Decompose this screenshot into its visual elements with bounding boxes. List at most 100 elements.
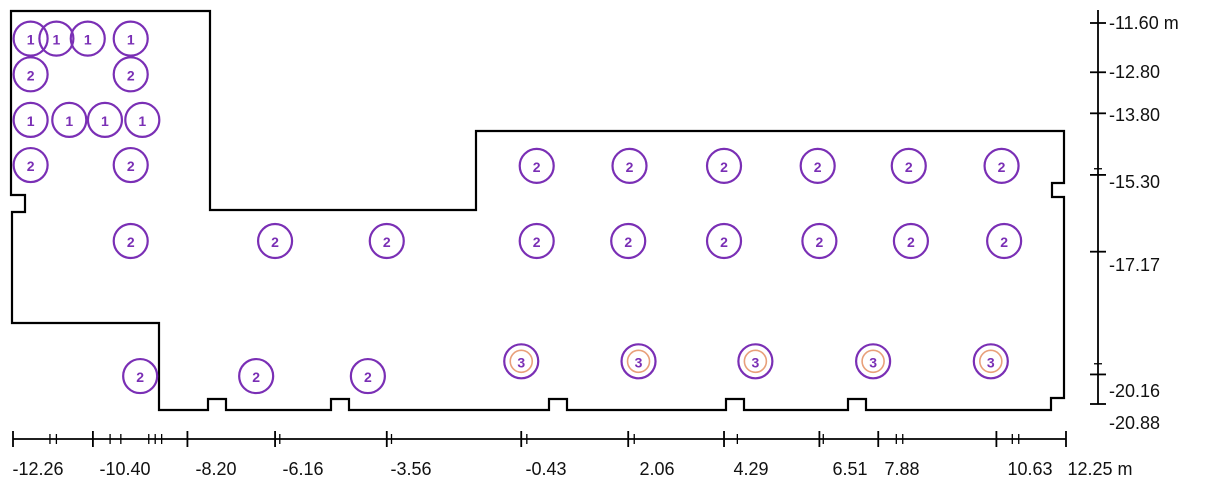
luminaire-label: 2 [127,158,135,174]
luminaire-layer: 1 1 1 1 2 2 1 1 1 1 2 2 2 2 2 2 2 2 2 2 2 2 2 2 2 2 2 3 3 3 3 3 2 2 2 [12,20,1023,395]
luminaire-label: 3 [869,354,877,370]
luminaire-label: 2 [624,234,632,250]
luminaire-label: 1 [84,32,92,48]
luminaire-ring [983,147,1020,184]
luminaire-ring [518,147,555,184]
luminaire-type-2: 2 [12,146,49,184]
luminaire-type-2: 2 [349,357,386,395]
luminaire-ring [801,222,838,260]
room-outline-path [9,9,1066,412]
luminaire-inner-ring [743,349,768,374]
luminaire-label: 2 [533,159,541,175]
luminaire-ring [51,101,88,138]
x-axis-tick-label: 10.63 [1007,459,1052,479]
luminaire-type-3: 3 [972,343,1009,380]
luminaire-type-2: 2 [610,222,647,260]
x-axis-tick-label: -12.26 [12,459,63,479]
y-axis-tick-label: -12.80 [1109,62,1160,82]
luminaire-type-1: 1 [69,20,106,57]
x-axis-tick-label: 12.25 m [1067,459,1132,479]
luminaire-inner-ring [861,349,885,374]
x-axis-tick-label: 4.29 [733,459,768,479]
luminaire-ring [86,101,124,138]
luminaire-label: 1 [65,113,73,129]
luminaire-label: 1 [138,113,146,129]
luminaire-type-2: 2 [799,147,836,184]
luminaire-ring [799,147,836,184]
y-axis-tick-label: -20.88 [1109,413,1160,433]
luminaire-type-2: 2 [112,56,149,93]
luminaire-ring [69,20,106,57]
luminaire-type-2: 2 [122,357,159,395]
luminaire-type-2: 2 [518,222,555,260]
y-axis: -11.60 m -12.80 -13.80 -15.30 -17.17 -20.16 -2… [1090,10,1179,433]
luminaire-ring [737,343,774,380]
luminaire-label: 2 [127,67,135,83]
luminaire-type-2: 2 [801,222,838,260]
luminaire-ring [12,20,49,57]
luminaire-type-1: 1 [112,20,149,57]
luminaire-type-2: 2 [986,222,1023,260]
luminaire-type-3: 3 [737,343,774,380]
luminaire-type-2: 2 [705,222,743,260]
luminaire-type-3: 3 [503,343,540,380]
luminaire-label: 2 [364,369,372,385]
luminaire-label: 3 [751,354,759,370]
luminaire-label: 2 [27,158,35,174]
luminaire-ring [986,222,1023,260]
y-axis-tick-label: -11.60 m [1109,13,1179,33]
x-axis-tick-label: -10.40 [99,459,150,479]
luminaire-ring [12,146,49,184]
luminaire-type-2: 2 [368,222,405,260]
luminaire-ring [112,20,149,57]
luminaire-ring [349,357,386,395]
luminaire-ring [610,222,647,260]
luminaire-ring [256,222,294,260]
luminaire-label: 2 [814,159,822,175]
luminaire-type-1: 1 [51,101,88,138]
luminaire-label: 2 [998,159,1006,175]
luminaire-type-2: 2 [705,147,743,184]
x-axis-tick-label: -0.43 [525,459,566,479]
x-axis-tick-label: 7.88 [884,459,919,479]
luminaire-type-2: 2 [890,147,927,184]
luminaire-label: 2 [383,234,391,250]
luminaire-ring [611,147,648,184]
luminaire-label: 3 [517,354,525,370]
luminaire-label: 1 [52,32,60,48]
luminaire-label: 1 [27,113,35,129]
luminaire-label: 3 [635,354,643,370]
luminaire-label: 1 [27,32,35,48]
luminaire-ring [38,20,75,57]
luminaire-type-1: 1 [38,20,75,57]
luminaire-label: 3 [987,354,995,370]
luminaire-type-2: 2 [256,222,294,260]
luminaire-label: 2 [136,369,144,385]
x-axis-tick-label: -3.56 [390,459,431,479]
luminaire-label: 2 [720,234,728,250]
luminaire-type-2: 2 [983,147,1020,184]
luminaire-label: 1 [101,113,109,129]
luminaire-ring [112,146,149,184]
luminaire-ring [503,343,540,380]
luminaire-label: 2 [905,159,913,175]
luminaire-ring [124,101,161,138]
luminaire-ring [122,357,159,395]
luminaire-type-1: 1 [12,20,49,57]
luminaire-ring [12,101,49,138]
luminaire-ring [892,222,930,260]
luminaire-type-2: 2 [112,146,149,184]
x-axis-tick-label: 2.06 [639,459,674,479]
luminaire-ring [238,357,275,395]
luminaire-ring [112,56,149,93]
luminaire-label: 2 [815,234,823,250]
y-axis-tick-label: -15.30 [1109,172,1160,192]
luminaire-ring [972,343,1009,380]
luminaire-type-1: 1 [86,101,124,138]
luminaire-type-1: 1 [12,101,49,138]
luminaire-label: 2 [907,234,915,250]
x-axis-tick-label: -6.16 [282,459,323,479]
luminaire-ring [518,222,555,260]
